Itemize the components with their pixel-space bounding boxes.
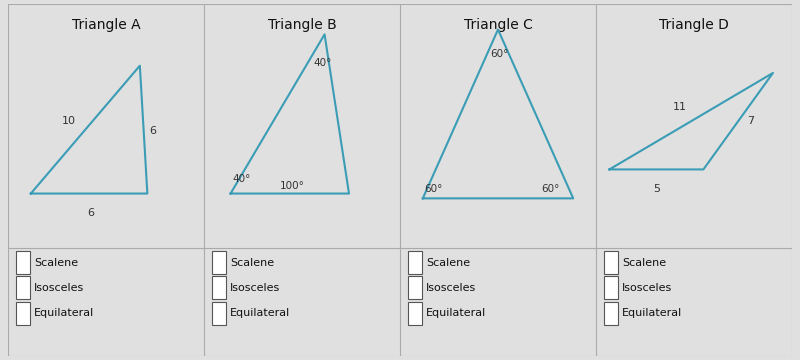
Text: Isosceles: Isosceles xyxy=(426,283,476,293)
Bar xyxy=(16,302,30,325)
Bar xyxy=(16,276,30,300)
Bar xyxy=(212,276,226,300)
Bar xyxy=(408,276,422,300)
Bar xyxy=(604,302,618,325)
Text: Isosceles: Isosceles xyxy=(34,283,84,293)
Text: Equilateral: Equilateral xyxy=(426,308,486,318)
Text: Scalene: Scalene xyxy=(622,257,666,267)
Text: 60°: 60° xyxy=(490,49,509,59)
Bar xyxy=(16,251,30,274)
Text: 10: 10 xyxy=(62,116,76,126)
Text: Triangle C: Triangle C xyxy=(463,18,533,32)
Text: Triangle A: Triangle A xyxy=(72,18,140,32)
Text: Triangle B: Triangle B xyxy=(268,18,336,32)
Text: 100°: 100° xyxy=(279,181,304,191)
Bar xyxy=(212,251,226,274)
Bar xyxy=(604,251,618,274)
Text: 5: 5 xyxy=(653,184,660,194)
Text: Equilateral: Equilateral xyxy=(622,308,682,318)
Text: 60°: 60° xyxy=(542,184,560,194)
Bar xyxy=(212,302,226,325)
Bar xyxy=(408,251,422,274)
Bar xyxy=(604,276,618,300)
Text: 7: 7 xyxy=(746,116,754,126)
Text: 6: 6 xyxy=(87,208,94,218)
Text: Equilateral: Equilateral xyxy=(230,308,290,318)
Text: Isosceles: Isosceles xyxy=(230,283,280,293)
Text: 60°: 60° xyxy=(425,184,443,194)
Text: 40°: 40° xyxy=(233,174,251,184)
Text: 11: 11 xyxy=(673,102,686,112)
Bar xyxy=(408,302,422,325)
Text: Scalene: Scalene xyxy=(426,257,470,267)
Text: 40°: 40° xyxy=(314,58,332,68)
Text: Isosceles: Isosceles xyxy=(622,283,672,293)
Text: Scalene: Scalene xyxy=(34,257,78,267)
Text: 6: 6 xyxy=(150,126,156,136)
Text: Scalene: Scalene xyxy=(230,257,274,267)
Text: Triangle D: Triangle D xyxy=(659,18,729,32)
Text: Equilateral: Equilateral xyxy=(34,308,94,318)
